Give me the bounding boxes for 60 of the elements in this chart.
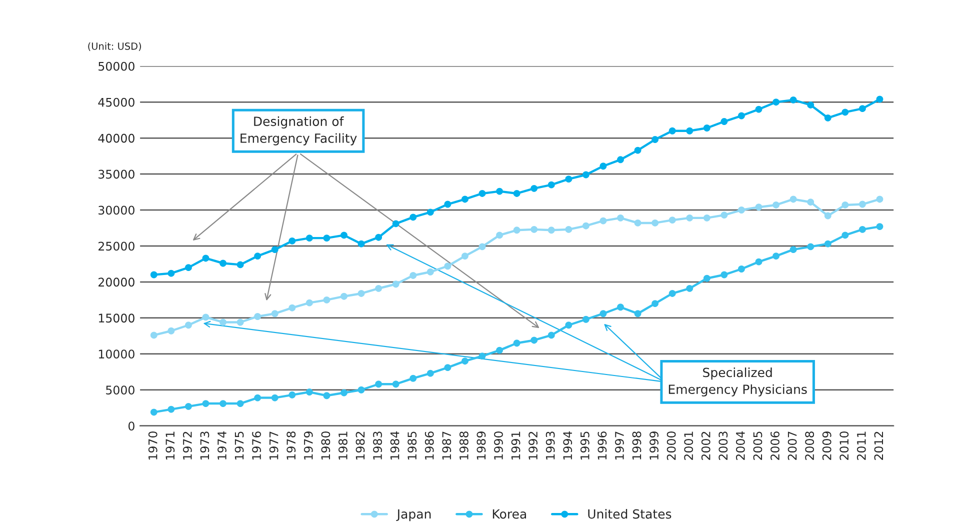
y-tick-label: 25000 bbox=[98, 242, 134, 251]
y-axis-title: (Unit: USD) bbox=[88, 42, 142, 51]
x-tick-label: 1994 bbox=[563, 431, 572, 460]
x-tick-label: 1996 bbox=[598, 431, 607, 460]
x-tick-label: 1987 bbox=[442, 432, 452, 460]
x-tick-label: 1990 bbox=[494, 431, 503, 460]
y-tick-label: 20000 bbox=[98, 278, 134, 287]
x-tick-label: 1970 bbox=[148, 431, 158, 460]
x-tick-label: 1972 bbox=[182, 432, 192, 460]
x-tick-label: 1977 bbox=[269, 432, 278, 460]
legend-label: Japan bbox=[396, 509, 431, 522]
x-tick-label: 1995 bbox=[580, 432, 590, 460]
x-tick-label: 1998 bbox=[632, 432, 642, 460]
x-tick-label: 2009 bbox=[822, 432, 832, 460]
x-tick-label: 1985 bbox=[408, 432, 417, 460]
y-tick-label: 30000 bbox=[98, 206, 134, 215]
x-tick-label: 2000 bbox=[666, 431, 676, 460]
x-tick-label: 1974 bbox=[218, 431, 226, 460]
x-tick-label: 1978 bbox=[286, 432, 296, 460]
x-tick-label: 2011 bbox=[856, 432, 866, 460]
x-tick-label: 1982 bbox=[356, 432, 365, 460]
x-tick-label: 2004 bbox=[736, 431, 745, 460]
x-tick-label: 1981 bbox=[338, 432, 348, 460]
x-tick-label: 1989 bbox=[476, 432, 486, 460]
legend-label: United States bbox=[588, 509, 672, 519]
x-tick-label: 1980 bbox=[321, 431, 330, 460]
annotation: Specialized Emergency Physicians bbox=[668, 367, 807, 396]
x-tick-label: 1979 bbox=[304, 432, 313, 460]
x-tick-label: 2008 bbox=[805, 432, 814, 460]
annotation: Designation of Emergency Facility bbox=[240, 116, 357, 146]
y-tick-label: 50000 bbox=[98, 62, 134, 71]
x-tick-label: 2012 bbox=[874, 432, 884, 460]
x-tick-label: 1975 bbox=[234, 432, 244, 460]
x-tick-label: 2010 bbox=[840, 431, 849, 460]
x-tick-label: 1984 bbox=[390, 431, 400, 460]
y-tick-label: 35000 bbox=[98, 170, 134, 179]
x-tick-label: 1999 bbox=[650, 432, 658, 460]
x-tick-label: 1971 bbox=[166, 432, 175, 460]
y-tick-label: 40000 bbox=[98, 134, 134, 143]
x-tick-label: 1988 bbox=[459, 432, 468, 460]
x-tick-label: 2007 bbox=[788, 432, 797, 460]
y-tick-label: 0 bbox=[128, 422, 134, 430]
x-tick-label: 2001 bbox=[684, 432, 694, 460]
x-tick-label: 1992 bbox=[528, 432, 538, 460]
x-tick-label: 2003 bbox=[718, 432, 728, 460]
x-tick-label: 2005 bbox=[753, 432, 762, 460]
x-tick-label: 1993 bbox=[546, 432, 555, 460]
x-tick-label: 2006 bbox=[770, 431, 780, 460]
x-tick-label: 1983 bbox=[373, 432, 382, 460]
x-tick-label: 2002 bbox=[701, 432, 710, 460]
y-tick-label: 15000 bbox=[98, 314, 134, 323]
y-tick-label: 10000 bbox=[98, 350, 134, 359]
y-tick-label: 5000 bbox=[106, 386, 134, 395]
x-tick-label: 1976 bbox=[252, 431, 262, 460]
x-tick-label: 1973 bbox=[200, 432, 210, 460]
x-tick-label: 1986 bbox=[424, 431, 434, 460]
legend-label: Korea bbox=[492, 509, 526, 519]
x-tick-label: 1997 bbox=[614, 432, 624, 460]
x-tick-label: 1991 bbox=[511, 432, 520, 460]
y-tick-label: 45000 bbox=[98, 98, 134, 107]
